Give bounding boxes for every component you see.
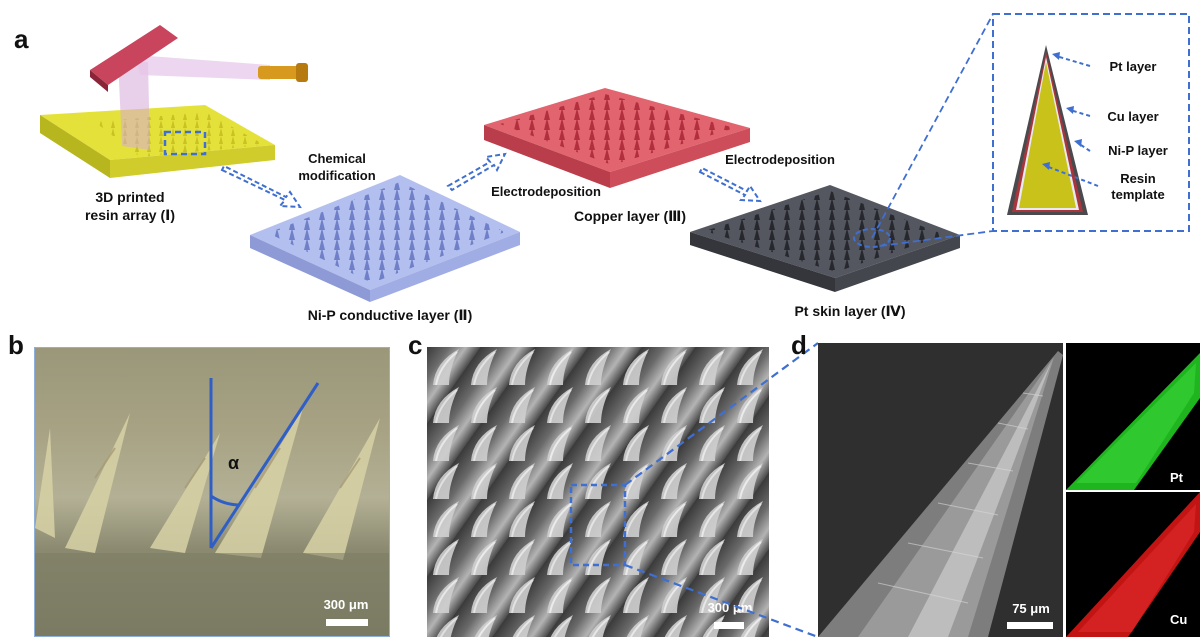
panel-d-label: d [791, 330, 807, 360]
sem-array-image: 300 μm [427, 347, 769, 637]
light-beam-vertical [118, 60, 150, 150]
legend-resin-template: Resin template [1111, 171, 1165, 202]
arrow-chemical-modification [220, 164, 302, 209]
zoom-box-sem [569, 483, 627, 567]
legend-cu-layer: Cu layer [1107, 109, 1159, 124]
angle-needle-line [209, 382, 320, 549]
angle-arc [210, 494, 241, 507]
angle-alpha-label: α [228, 453, 240, 473]
step3-caption: Copper layer (Ⅲ) [573, 208, 687, 224]
step1-arrow-label: Chemical modification [298, 151, 376, 183]
panel-b-scale-label: 300 μm [323, 597, 369, 612]
panel-c-label: c [408, 330, 423, 360]
sem-single-needle: 75 μm [818, 343, 1063, 637]
step2-arrow-label: Electrodeposition [491, 184, 601, 199]
light-beam-horizontal [135, 55, 270, 80]
step3-arrow-label: Electrodeposition [725, 152, 835, 167]
optical-micrograph: α 300 μm [34, 347, 390, 637]
arrow-electrodeposition-1 [446, 152, 507, 192]
legend-nip-layer: Ni-P layer [1108, 143, 1168, 158]
panel-c-scale-bar [714, 622, 744, 629]
needle-cross-section [1007, 45, 1088, 215]
nip-layer-slab [250, 175, 520, 302]
zoom-box-resin [163, 130, 207, 156]
cross-section-inset-frame [992, 13, 1190, 232]
copper-layer-slab [484, 88, 750, 188]
legend-pt-layer: Pt layer [1109, 59, 1157, 74]
resin-array-slab [40, 25, 308, 178]
panel-d-scale-bar [1007, 622, 1053, 629]
mirror-plate [90, 25, 178, 85]
zoom-ellipse-pt [853, 228, 891, 248]
step1-caption: 3D printed resin array (Ⅰ) [84, 189, 176, 223]
panel-d-scale-label: 75 μm [1012, 601, 1050, 616]
panel-c-scale-label: 300 μm [707, 600, 753, 615]
step4-caption: Pt skin layer (Ⅳ) [794, 303, 906, 319]
panel-b-label: b [8, 330, 24, 360]
eds-pt-label: Pt [1170, 470, 1183, 485]
step2-caption: Ni-P conductive layer (Ⅱ) [307, 307, 473, 323]
projector-lens [258, 66, 300, 79]
panel-b-scale-bar [326, 619, 368, 626]
pt-layer-slab [690, 185, 960, 292]
eds-map-pt: Pt [1066, 343, 1200, 490]
eds-map-cu: Cu [1066, 492, 1200, 637]
eds-cu-label: Cu [1170, 612, 1188, 627]
panel-a-label: a [14, 24, 29, 54]
arrow-electrodeposition-2 [698, 166, 762, 203]
